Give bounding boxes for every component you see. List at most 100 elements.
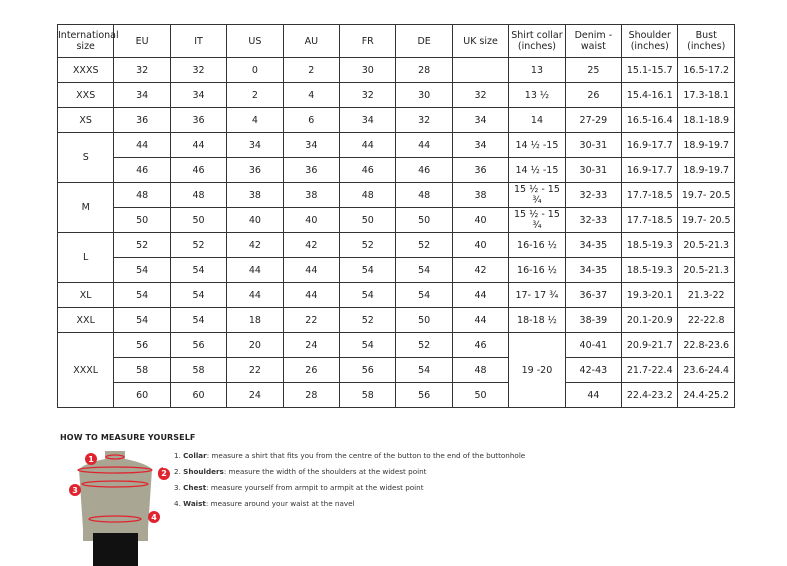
table-cell: 46 xyxy=(169,157,228,183)
size-cell: XXXL xyxy=(56,332,115,408)
table-cell: 46 xyxy=(113,157,171,183)
table-cell: 50 xyxy=(395,207,453,233)
table-cell: 54 xyxy=(395,257,453,283)
body-measurement-illustration: 1 4 3 xyxy=(69,451,163,566)
table-cell: 22 xyxy=(226,357,284,383)
column-header: International size xyxy=(56,24,119,58)
size-cell: XXL xyxy=(56,307,115,333)
table-cell: 46 xyxy=(451,332,510,358)
table-cell: 32-33 xyxy=(564,182,623,208)
table-cell: 52 xyxy=(339,232,397,258)
size-cell: XXS xyxy=(56,82,115,108)
column-header: EU xyxy=(113,24,171,58)
table-cell: 34 xyxy=(451,107,510,133)
table-cell: 34-35 xyxy=(564,257,623,283)
column-header: Denim - waist xyxy=(564,24,623,58)
step-collar: 1. Collar: measure a shirt that fits you… xyxy=(174,451,526,460)
table-cell: 14 ½ -15 xyxy=(508,157,566,183)
table-cell: 30 xyxy=(395,82,453,108)
column-header: AU xyxy=(282,24,341,58)
table-cell: 15.1-15.7 xyxy=(621,57,679,83)
table-cell: 6 xyxy=(282,107,341,133)
table-cell: 42 xyxy=(282,232,341,258)
table-row: XL 54 54 44 44 54 54 44 17- 17 ¾ 36-37 19.3-20.1 21… xyxy=(56,282,735,308)
table-row: L 52 52 42 42 52 52 40 16-16 ½ 34-35 18.5-19.3 20.5… xyxy=(56,232,735,283)
table-cell: 22.4-23.2 xyxy=(621,382,679,408)
table-cell: 32 xyxy=(451,82,510,108)
table-cell: 16-16 ½ xyxy=(508,232,566,258)
table-cell: 22 xyxy=(282,307,341,333)
column-header: Shoulder (inches) xyxy=(621,24,679,58)
table-cell: 34 xyxy=(339,107,397,133)
table-cell: 56 xyxy=(169,332,228,358)
table-cell: 17.3-18.1 xyxy=(677,82,735,108)
table-cell: 18-18 ½ xyxy=(508,307,566,333)
measure-steps-list: 1. Collar: measure a shirt that fits you… xyxy=(174,451,525,515)
table-cell: 20.5-21.3 xyxy=(677,232,735,258)
table-cell: 44 xyxy=(282,282,341,308)
table-cell: 17.7-18.5 xyxy=(621,182,679,208)
table-cell: 52 xyxy=(395,332,453,358)
table-cell: 36 xyxy=(113,107,171,133)
table-cell: 4 xyxy=(282,82,341,108)
table-cell: 52 xyxy=(339,307,397,333)
size-cell: XXXS xyxy=(56,57,115,83)
table-cell: 40-41 xyxy=(564,332,623,358)
table-cell: 17- 17 ¾ xyxy=(508,282,566,308)
table-cell: 46 xyxy=(395,157,453,183)
table-cell: 52 xyxy=(169,232,228,258)
table-row: 60 60 24 28 58 56 50 44 22.4-23.2 24.4-25.2 xyxy=(58,382,735,408)
table-cell: 52 xyxy=(113,232,171,258)
table-cell: 16.5-16.4 xyxy=(621,107,679,133)
table-cell: 48 xyxy=(169,182,228,208)
table-cell: 28 xyxy=(395,57,453,83)
table-cell: 46 xyxy=(339,157,397,183)
table-cell: 52 xyxy=(395,232,453,258)
column-header: US xyxy=(226,24,284,58)
table-cell: 24 xyxy=(282,332,341,358)
marker-1: 1 xyxy=(88,455,94,464)
table-cell: 44 xyxy=(226,257,284,283)
table-cell: 34 xyxy=(282,132,341,158)
table-cell: 54 xyxy=(339,257,397,283)
table-cell: 20 xyxy=(226,332,284,358)
table-cell: 16.9-17.7 xyxy=(621,157,679,183)
table-cell: 28 xyxy=(282,382,341,408)
table-cell: 14 ½ -15 xyxy=(508,132,566,158)
table-cell: 48 xyxy=(113,182,171,208)
column-header: Shirt collar (inches) xyxy=(508,24,566,58)
size-cell: XL xyxy=(56,282,115,308)
table-cell: 54 xyxy=(395,357,453,383)
table-cell: 54 xyxy=(339,282,397,308)
table-cell: 58 xyxy=(169,357,228,383)
table-cell: 18.5-19.3 xyxy=(621,232,679,258)
table-cell: 40 xyxy=(282,207,341,233)
table-cell: 21.3-22 xyxy=(677,282,735,308)
table-cell: 44 xyxy=(282,257,341,283)
size-chart-table: International size EU IT US AU FR DE UK size Shi… xyxy=(56,24,735,408)
table-cell: 19.7- 20.5 xyxy=(677,182,735,208)
table-cell: 2 xyxy=(226,82,284,108)
table-row: 50 50 40 40 50 50 40 15 ½ - 15 ¾ 32-33 17.7-18.5 1… xyxy=(58,207,735,233)
table-cell: 54 xyxy=(113,282,171,308)
size-cell: M xyxy=(56,182,115,233)
size-cell: XS xyxy=(56,107,115,133)
table-cell: 48 xyxy=(339,182,397,208)
table-cell: 54 xyxy=(339,332,397,358)
table-cell: 16.9-17.7 xyxy=(621,132,679,158)
table-cell: 38-39 xyxy=(564,307,623,333)
table-cell: 32 xyxy=(169,57,228,83)
table-cell: 26 xyxy=(282,357,341,383)
table-cell: 2 xyxy=(282,57,341,83)
table-cell: 18.9-19.7 xyxy=(677,132,735,158)
table-cell: 30-31 xyxy=(564,157,623,183)
table-cell: 36-37 xyxy=(564,282,623,308)
marker-1-icon xyxy=(85,453,97,465)
table-cell: 15 ½ - 15 ¾ xyxy=(508,182,566,208)
table-cell: 18 xyxy=(226,307,284,333)
table-cell: 34 xyxy=(113,82,171,108)
table-cell: 36 xyxy=(451,157,510,183)
column-header: FR xyxy=(339,24,397,58)
table-cell: 50 xyxy=(451,382,510,408)
table-cell: 32 xyxy=(113,57,171,83)
